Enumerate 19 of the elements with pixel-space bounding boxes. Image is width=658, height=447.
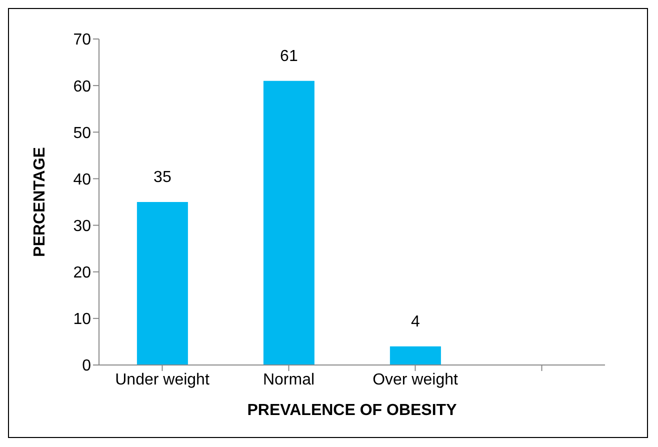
y-tick-label: 30 [73,218,92,235]
bar [136,202,188,365]
y-tick-label: 50 [73,124,92,142]
y-tick-label: 60 [73,78,92,96]
x-tick-label: Under weight [115,371,210,388]
data-label: 4 [410,313,420,330]
y-axis-title: PERCENTAGE [32,146,49,257]
y-tick-label: 0 [82,358,92,375]
bar [263,80,314,365]
x-axis-title: PREVALENCE OF OBESITY [247,402,458,419]
y-tick-label: 10 [73,311,92,328]
data-label: 61 [280,48,298,65]
x-tick-label: Normal [262,371,315,388]
y-tick-label: 40 [73,171,92,188]
y-tick-label: 20 [73,264,92,282]
y-tick-label: 70 [73,32,92,49]
x-tick-label: Over weight [372,371,458,388]
data-label: 35 [154,169,172,186]
bar [390,346,441,365]
